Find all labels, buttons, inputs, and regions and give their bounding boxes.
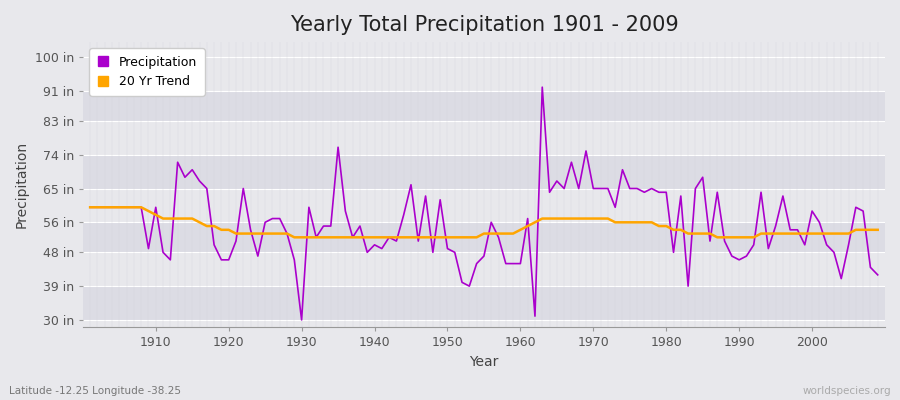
Precipitation (355, 224, 365, 228)
Precipitation (85, 205, 95, 210)
20 Yr Trend (289, 235, 300, 240)
Title: Yearly Total Precipitation 1901 - 2009: Yearly Total Precipitation 1901 - 2009 (290, 15, 679, 35)
Bar (83, 188, 885, 222)
Bar (83, 91, 885, 121)
20 Yr Trend (310, 235, 321, 240)
Text: worldspecies.org: worldspecies.org (803, 386, 891, 396)
Precipitation (310, 235, 321, 240)
Y-axis label: Precipitation: Precipitation (15, 141, 29, 228)
Bar (83, 57, 885, 91)
20 Yr Trend (872, 228, 883, 232)
Line: 20 Yr Trend: 20 Yr Trend (90, 207, 878, 237)
Bar (83, 286, 885, 320)
Precipitation (143, 246, 154, 251)
20 Yr Trend (610, 220, 621, 225)
Precipitation (617, 167, 628, 172)
20 Yr Trend (515, 228, 526, 232)
20 Yr Trend (522, 224, 533, 228)
X-axis label: Year: Year (469, 355, 499, 369)
Bar (83, 121, 885, 155)
Bar (83, 222, 885, 252)
Precipitation (872, 272, 883, 277)
Precipitation (515, 261, 526, 266)
Legend: Precipitation, 20 Yr Trend: Precipitation, 20 Yr Trend (89, 48, 205, 96)
Bar (83, 252, 885, 286)
Precipitation (522, 216, 533, 221)
Text: Latitude -12.25 Longitude -38.25: Latitude -12.25 Longitude -38.25 (9, 386, 181, 396)
Bar (83, 155, 885, 188)
Precipitation (296, 318, 307, 322)
20 Yr Trend (85, 205, 95, 210)
20 Yr Trend (143, 209, 154, 214)
Line: Precipitation: Precipitation (90, 87, 878, 320)
20 Yr Trend (355, 235, 365, 240)
Precipitation (537, 85, 548, 90)
